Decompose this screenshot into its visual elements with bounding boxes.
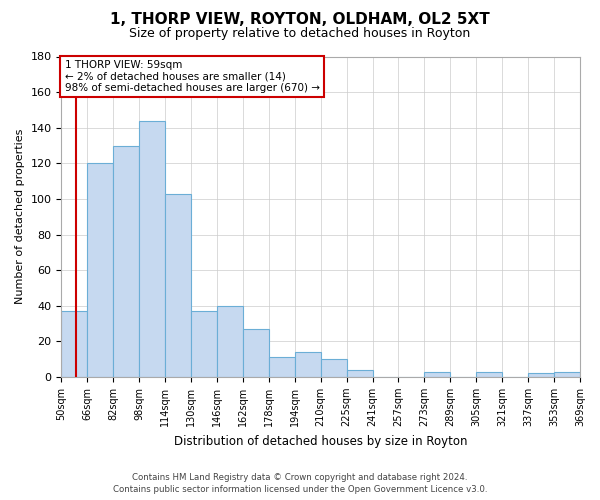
Bar	[191, 311, 217, 377]
Bar	[554, 372, 580, 377]
Bar	[321, 359, 347, 377]
Text: 1, THORP VIEW, ROYTON, OLDHAM, OL2 5XT: 1, THORP VIEW, ROYTON, OLDHAM, OL2 5XT	[110, 12, 490, 28]
Bar	[113, 146, 139, 377]
Text: Contains HM Land Registry data © Crown copyright and database right 2024.
Contai: Contains HM Land Registry data © Crown c…	[113, 472, 487, 494]
Bar	[61, 311, 88, 377]
Bar	[217, 306, 243, 377]
Bar	[88, 164, 113, 377]
Bar	[528, 374, 554, 377]
Bar	[269, 358, 295, 377]
Bar	[295, 352, 321, 377]
Bar	[424, 372, 451, 377]
X-axis label: Distribution of detached houses by size in Royton: Distribution of detached houses by size …	[174, 434, 467, 448]
Bar	[347, 370, 373, 377]
Bar	[139, 120, 165, 377]
Bar	[243, 329, 269, 377]
Y-axis label: Number of detached properties: Number of detached properties	[15, 129, 25, 304]
Bar	[165, 194, 191, 377]
Bar	[476, 372, 502, 377]
Text: 1 THORP VIEW: 59sqm
← 2% of detached houses are smaller (14)
98% of semi-detache: 1 THORP VIEW: 59sqm ← 2% of detached hou…	[65, 60, 320, 94]
Text: Size of property relative to detached houses in Royton: Size of property relative to detached ho…	[130, 28, 470, 40]
